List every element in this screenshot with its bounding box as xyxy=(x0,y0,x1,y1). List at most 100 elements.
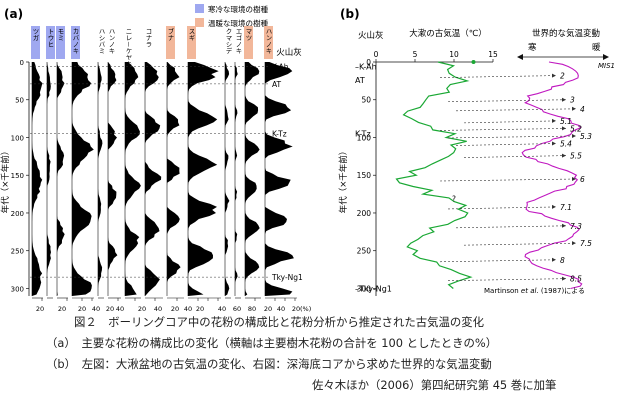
global-climate-curve xyxy=(521,61,583,290)
question-mark: ? xyxy=(452,195,456,204)
b-y-axis-label: 年代（×千年前） xyxy=(338,147,349,214)
taxon-profile-5 xyxy=(108,62,118,296)
b-ash-label-1: AT xyxy=(355,76,365,85)
y-tick-label-100: 100 xyxy=(11,134,24,142)
correlation-arrowhead-10 xyxy=(562,223,566,228)
correlation-arrowhead-3 xyxy=(552,118,556,123)
arrow-head-warm xyxy=(603,54,609,60)
legend-entry-1: 温暖な環境の樹種 xyxy=(208,18,268,28)
legend-swatch-1 xyxy=(195,18,204,27)
paleotemperature-curve xyxy=(395,61,473,289)
taxon-name-5: ハンノキ xyxy=(107,28,115,54)
volcanic-ash-title: 火山灰 xyxy=(276,47,302,58)
taxon-profile-6 xyxy=(125,62,141,296)
y-tick-label-250: 250 xyxy=(11,248,24,256)
temp-tick-label-0: 0 xyxy=(374,50,379,59)
caption-panel-a: （a） 主要な花粉の構成比の変化（横軸は主要樹木花粉の合計を 100 としたとき… xyxy=(46,336,498,350)
taxon-profile-0 xyxy=(32,62,43,296)
y-axis-label: 年代（×千年前） xyxy=(0,147,11,214)
caption-panel-b: （b） 左図：大湫盆地の古気温の変化、右図：深海底コアから求めた世界的な気温変動 xyxy=(46,357,492,371)
taxon-profile-11 xyxy=(235,62,238,296)
stage-label-8: 6 xyxy=(580,175,585,184)
b-y-tick-label-150: 150 xyxy=(357,171,372,180)
temp-tick-label-15: 15 xyxy=(488,50,498,59)
right-plot-title: 世界的な気温変動 xyxy=(532,28,600,39)
bottom-tick-label-2: 20 xyxy=(78,305,86,313)
stage-label-5: 5.3 xyxy=(580,132,592,141)
taxon-header-bg-3 xyxy=(71,26,80,59)
bottom-tick-label-16: 20 xyxy=(292,305,300,313)
source-credit: Martinson et al. (1987)による xyxy=(484,287,585,295)
figure-caption-title: 図２ ボーリングコア中の花粉の構成比と花粉分析から推定された古気温の変化 xyxy=(74,315,485,329)
y-tick-label-50: 50 xyxy=(15,97,24,105)
taxon-name-2: モミ xyxy=(56,28,64,41)
y-tick-label-150: 150 xyxy=(11,172,24,180)
panel-b-volcanic-title: 火山灰 xyxy=(358,30,384,41)
correlation-line-6 xyxy=(455,143,557,146)
bottom-tick-label-1: 20 xyxy=(58,305,66,313)
bottom-tick-label-15: 40 xyxy=(277,305,285,313)
taxon-profile-8 xyxy=(167,62,181,296)
correlation-arrowhead-8 xyxy=(572,177,576,181)
taxon-name-13: ハンノキ xyxy=(264,28,272,54)
temp-tick-label-5: 5 xyxy=(413,50,418,59)
taxon-header-bg-12 xyxy=(244,26,253,59)
bottom-tick-label-14: 20 xyxy=(264,305,272,313)
correlation-arrowhead-5 xyxy=(572,133,576,138)
taxon-profile-9 xyxy=(188,62,219,296)
stage-label-2: 4 xyxy=(580,105,585,114)
b-y-tick-label-0: 0 xyxy=(366,58,371,67)
bottom-tick-label-13: 80 xyxy=(248,305,256,313)
taxon-header-bg-9 xyxy=(187,26,196,59)
bottom-tick-label-4: 20 xyxy=(106,305,114,313)
ash-label-0: K-Ah xyxy=(272,63,289,72)
cold-label: 寒 xyxy=(528,42,537,53)
taxon-name-6: ニレ－ケヤキ xyxy=(124,28,132,67)
bottom-tick-label-10: 20 xyxy=(196,305,204,313)
correlation-arrowhead-0 xyxy=(552,73,556,78)
bottom-tick-label-3: 40 xyxy=(92,305,100,313)
bottom-tick-label-8: 20 xyxy=(171,305,179,313)
b-y-tick-label-100: 100 xyxy=(357,133,372,142)
b-y-tick-label-250: 250 xyxy=(357,247,372,256)
ash-label-1: AT xyxy=(272,80,282,89)
left-plot-title: 大漱の古気温（℃） xyxy=(409,28,487,39)
taxon-name-12: マツ xyxy=(244,28,252,41)
stage-label-13: 8.5 xyxy=(570,275,582,284)
taxon-profile-13 xyxy=(265,62,294,296)
correlation-arrowhead-11 xyxy=(572,241,576,246)
stage-label-11: 7.5 xyxy=(580,239,592,248)
taxon-name-3: カバノキ xyxy=(71,28,79,55)
taxon-name-9: スギ xyxy=(187,28,195,41)
taxon-name-4: ハシバミ xyxy=(97,28,105,54)
taxon-name-11: エゴノキ xyxy=(234,28,242,54)
stage-label-6: 5.4 xyxy=(560,140,572,149)
taxon-name-7: コナラ xyxy=(144,28,152,48)
taxon-name-0: ツガ xyxy=(31,28,39,41)
warm-label: 暖 xyxy=(592,43,601,53)
b-y-tick-label-300: 300 xyxy=(357,284,372,293)
b-ash-label-3: –Tky-Ng1 xyxy=(355,284,392,293)
b-y-tick-label-50: 50 xyxy=(361,96,371,105)
taxon-name-10: クマシデ xyxy=(224,28,232,55)
taxon-header-bg-13 xyxy=(264,26,273,59)
legend-entry-0: 寒冷な環境の樹種 xyxy=(208,4,268,14)
b-ash-label-0: –K-Ah xyxy=(355,63,377,72)
correlation-line-9 xyxy=(447,206,557,210)
y-tick-label-300: 300 xyxy=(11,285,24,293)
stage-label-9: 7.1 xyxy=(560,203,572,212)
stage-label-7: 5.5 xyxy=(570,152,582,161)
taxon-name-1: トウヒ xyxy=(46,28,54,48)
caption-citation: 佐々木ほか（2006）第四紀研究第 45 巻に加筆 xyxy=(312,378,557,392)
correlation-arrowhead-6 xyxy=(552,141,556,146)
correlation-line-10 xyxy=(455,225,567,229)
stage-label-3: 5.1 xyxy=(560,117,572,126)
correlation-line-2 xyxy=(455,108,577,112)
b-y-tick-label-200: 200 xyxy=(357,209,372,218)
correlation-line-8 xyxy=(439,178,577,182)
arrow-head-cold xyxy=(517,54,523,60)
correlation-arrowhead-2 xyxy=(572,106,576,111)
